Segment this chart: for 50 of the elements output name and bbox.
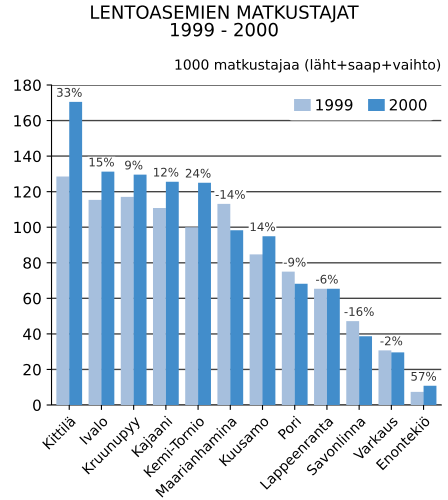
y-tick-label: 80 (23, 257, 41, 269)
bar (56, 176, 70, 405)
y-tick-label: 0 (33, 399, 41, 412)
bar (326, 288, 340, 405)
annotation: 14% (250, 222, 275, 232)
y-tick-label: 180 (14, 79, 41, 92)
bar (346, 321, 360, 405)
bar (120, 196, 134, 405)
y-tick-label: 20 (23, 364, 41, 376)
bar (69, 102, 82, 405)
bar (217, 204, 230, 405)
bar (152, 208, 166, 405)
bar (410, 392, 424, 405)
annotation: 15% (90, 158, 114, 167)
bar (314, 288, 327, 405)
y-tick-label: 120 (14, 186, 41, 198)
annotation: -6% (316, 274, 338, 284)
bar (378, 350, 392, 405)
y-tick-label: 100 (14, 222, 41, 234)
bar (230, 230, 244, 405)
y-tick-label: 140 (14, 150, 41, 162)
bar (101, 172, 114, 405)
bar (198, 182, 211, 405)
legend-label: 1999 (316, 99, 352, 111)
annotation: 12% (154, 168, 178, 177)
annotation: -2% (380, 336, 402, 346)
annotation: -16% (344, 307, 374, 316)
bar (262, 236, 276, 405)
bar (391, 352, 404, 405)
annotation: -9% (284, 258, 306, 267)
annotation: 24% (186, 168, 211, 178)
bar (359, 336, 372, 405)
bar (250, 254, 263, 405)
chart-title: LENTOASEMIEN MATKUSTAJAT 1999 - 2000 (91, 5, 359, 36)
bar (282, 272, 295, 405)
bar (166, 182, 179, 405)
bar (424, 386, 436, 405)
bar (294, 284, 308, 405)
y-tick-label: 160 (14, 115, 41, 127)
chart-subtitle: 1000 matkustajaa (läht+saap+vaihto) (176, 59, 440, 72)
y-tick-label: 60 (23, 292, 41, 304)
annotation: 9% (125, 160, 142, 170)
annotation: 57% (411, 372, 436, 381)
annotation: 33% (57, 88, 82, 97)
y-tick-label: 40 (23, 328, 41, 340)
bar (88, 200, 102, 405)
bar (134, 174, 147, 405)
bar (185, 227, 198, 405)
annotation: -14% (216, 190, 245, 199)
legend-label: 2000 (390, 99, 427, 111)
